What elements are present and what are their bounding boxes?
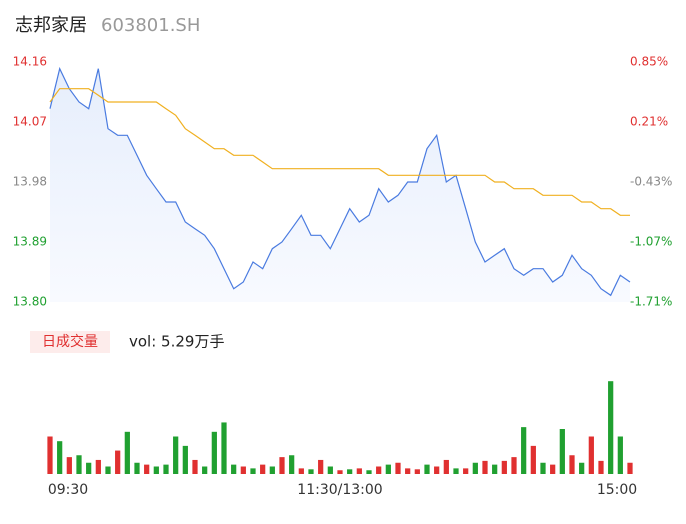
- volume-bar: [202, 466, 208, 474]
- price-line: [49, 66, 631, 297]
- y-tick-label: 14.16: [13, 55, 47, 69]
- volume-bar: [57, 441, 63, 474]
- volume-bar: [443, 459, 449, 474]
- volume-bar: [95, 459, 101, 474]
- volume-bar: [405, 468, 411, 474]
- volume-bar: [347, 469, 353, 474]
- stock-name: 志邦家居: [15, 15, 87, 36]
- volume-bar: [231, 464, 237, 474]
- y-tick-label: 13.98: [13, 175, 47, 189]
- y2-tick-label: 0.21%: [630, 115, 668, 129]
- volume-bar: [47, 436, 53, 474]
- y-tick-label: 14.07: [13, 115, 47, 129]
- y-tick-label: 13.80: [13, 295, 47, 309]
- volume-bar: [617, 436, 623, 474]
- volume-bar: [182, 445, 188, 474]
- volume-bar: [308, 469, 314, 474]
- volume-bar: [279, 457, 285, 474]
- volume-bar: [598, 460, 604, 474]
- volume-bar: [115, 450, 121, 474]
- y-tick-label: 13.89: [13, 235, 47, 249]
- volume-bar: [550, 464, 556, 474]
- volume-bar: [472, 462, 478, 474]
- y2-tick-label: -1.07%: [630, 235, 672, 249]
- volume-bar: [492, 464, 498, 474]
- x-tick-label: 11:30/13:00: [297, 482, 382, 498]
- volume-bar: [173, 436, 179, 474]
- volume-bar: [211, 431, 217, 474]
- volume-bar: [134, 462, 140, 474]
- volume-bar: [463, 468, 469, 474]
- volume-bar: [434, 466, 440, 474]
- volume-bar: [559, 429, 565, 474]
- volume-bar: [318, 459, 324, 474]
- volume-bar: [376, 466, 382, 474]
- volume-bar: [221, 422, 227, 474]
- volume-bar: [385, 464, 391, 474]
- volume-bar: [453, 468, 459, 474]
- price-area: [50, 68, 630, 302]
- volume-bar: [260, 464, 266, 474]
- volume-bar: [530, 445, 536, 474]
- volume-bar: [250, 468, 256, 474]
- volume-bar: [240, 466, 246, 474]
- volume-bar: [356, 468, 362, 474]
- volume-bar: [627, 462, 633, 474]
- volume-bar: [66, 457, 72, 474]
- y2-tick-label: -1.71%: [630, 295, 672, 309]
- volume-bar: [424, 464, 430, 474]
- volume-bar: [86, 462, 92, 474]
- volume-bar: [269, 466, 275, 474]
- volume-bar: [569, 455, 575, 474]
- y2-tick-label: 0.85%: [630, 55, 668, 69]
- volume-bar: [289, 455, 295, 474]
- x-tick-label: 15:00: [597, 482, 637, 498]
- volume-bar: [124, 431, 130, 474]
- volume-bar: [366, 470, 372, 474]
- volume-bar: [608, 381, 614, 474]
- stock-code: 603801.SH: [101, 15, 200, 36]
- volume-bar: [327, 466, 333, 474]
- volume-bar: [588, 436, 594, 474]
- avg-line: [49, 88, 630, 216]
- volume-bar: [521, 427, 527, 474]
- volume-bar: [76, 455, 82, 474]
- volume-bar: [482, 460, 488, 474]
- volume-bar: [395, 462, 401, 474]
- volume-tag: 日成交量: [42, 333, 98, 350]
- volume-bar: [163, 464, 169, 474]
- volume-bar: [414, 469, 420, 474]
- volume-bar: [144, 464, 150, 474]
- volume-tag-bg: [30, 331, 110, 353]
- volume-bar: [105, 466, 111, 474]
- y2-tick-label: -0.43%: [630, 175, 672, 189]
- volume-bar: [579, 462, 585, 474]
- volume-bar: [153, 466, 159, 474]
- x-tick-label: 09:30: [48, 482, 88, 498]
- volume-bar: [511, 457, 517, 474]
- volume-bar: [501, 460, 507, 474]
- volume-bar: [337, 470, 343, 474]
- volume-bar: [540, 462, 546, 474]
- volume-bar: [298, 468, 304, 474]
- volume-label: vol: 5.29万手: [129, 333, 224, 351]
- volume-bar: [192, 459, 198, 474]
